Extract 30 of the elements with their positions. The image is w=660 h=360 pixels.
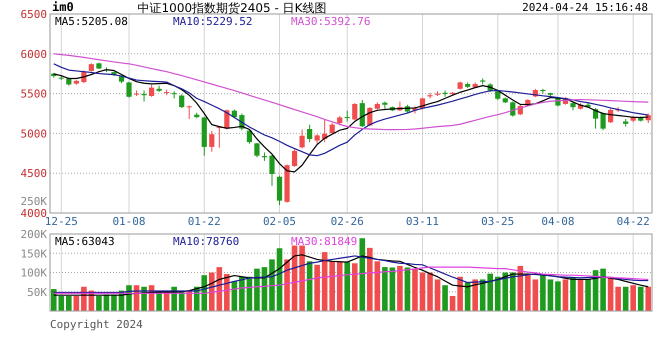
text: MA30:5392.76 [291,15,370,28]
y-tick-label: 4000 [20,207,47,220]
x-tick-label: 01-08 [112,215,146,228]
text: Copyright 2024 [50,318,144,331]
text: MA10:5229.52 [173,15,252,28]
x-tick-label: 03-11 [406,215,440,228]
x-tick-label: 02-05 [262,215,296,228]
text: MA5:5205.08 [55,15,128,28]
text: im0 [52,0,74,14]
text: 2024-04-24 15:16:48 [522,1,648,14]
x-tick-label: 01-22 [188,215,221,228]
y-tick-label: 200K [20,228,48,241]
x-tick-label: 02-26 [330,215,364,228]
text: 250K [20,195,48,208]
y-tick-label: 4500 [20,167,47,180]
text: MA5:63043 [55,235,115,248]
text: MA10:78760 [173,235,240,248]
y-tick-label: 50K [27,286,48,299]
x-tick-label: 03-25 [481,215,514,228]
x-tick-label: 04-08 [541,215,574,228]
y-tick-label: 150K [20,247,48,260]
x-tick-label: 12-25 [44,215,78,228]
y-tick-label: 6500 [20,8,47,21]
y-tick-label: 100K [20,266,48,280]
y-tick-label: 5000 [20,127,47,140]
y-tick-label: 5500 [20,88,47,101]
chart-title: 中证1000指数期货2405 - 日K线图 [138,1,326,15]
y-tick-label: 6000 [20,48,47,61]
text: MA30:81849 [291,235,358,248]
x-tick-label: 04-22 [616,215,650,228]
